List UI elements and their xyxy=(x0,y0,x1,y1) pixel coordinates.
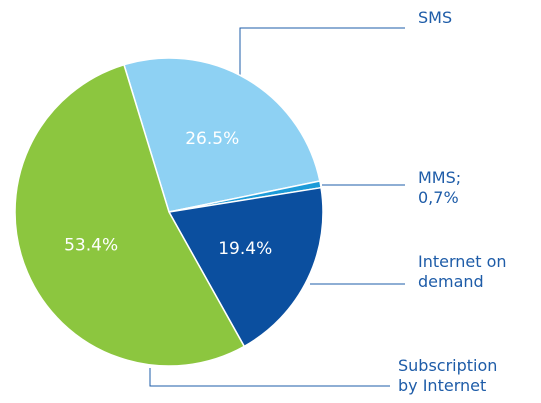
label-internet: Internet on demand xyxy=(418,252,523,292)
category-label: Subscription by Internet xyxy=(398,356,498,395)
pie-slice xyxy=(123,57,321,213)
category-label: Internet on demand xyxy=(418,252,507,291)
label-subscription: Subscription by Internet xyxy=(398,356,503,396)
pie-slice xyxy=(167,186,324,348)
label-sms: SMS xyxy=(418,8,528,28)
leader-line xyxy=(149,368,390,387)
value-label: 19.4% xyxy=(218,239,272,259)
category-label: SMS xyxy=(418,8,453,27)
value-label: 53.4% xyxy=(64,235,118,255)
value-label: 0,7% xyxy=(418,188,459,207)
value-label: 26.5% xyxy=(185,129,239,149)
pie-slice xyxy=(14,63,246,367)
label-mms: MMS; 0,7% xyxy=(418,168,528,208)
category-label: MMS; xyxy=(418,168,462,187)
